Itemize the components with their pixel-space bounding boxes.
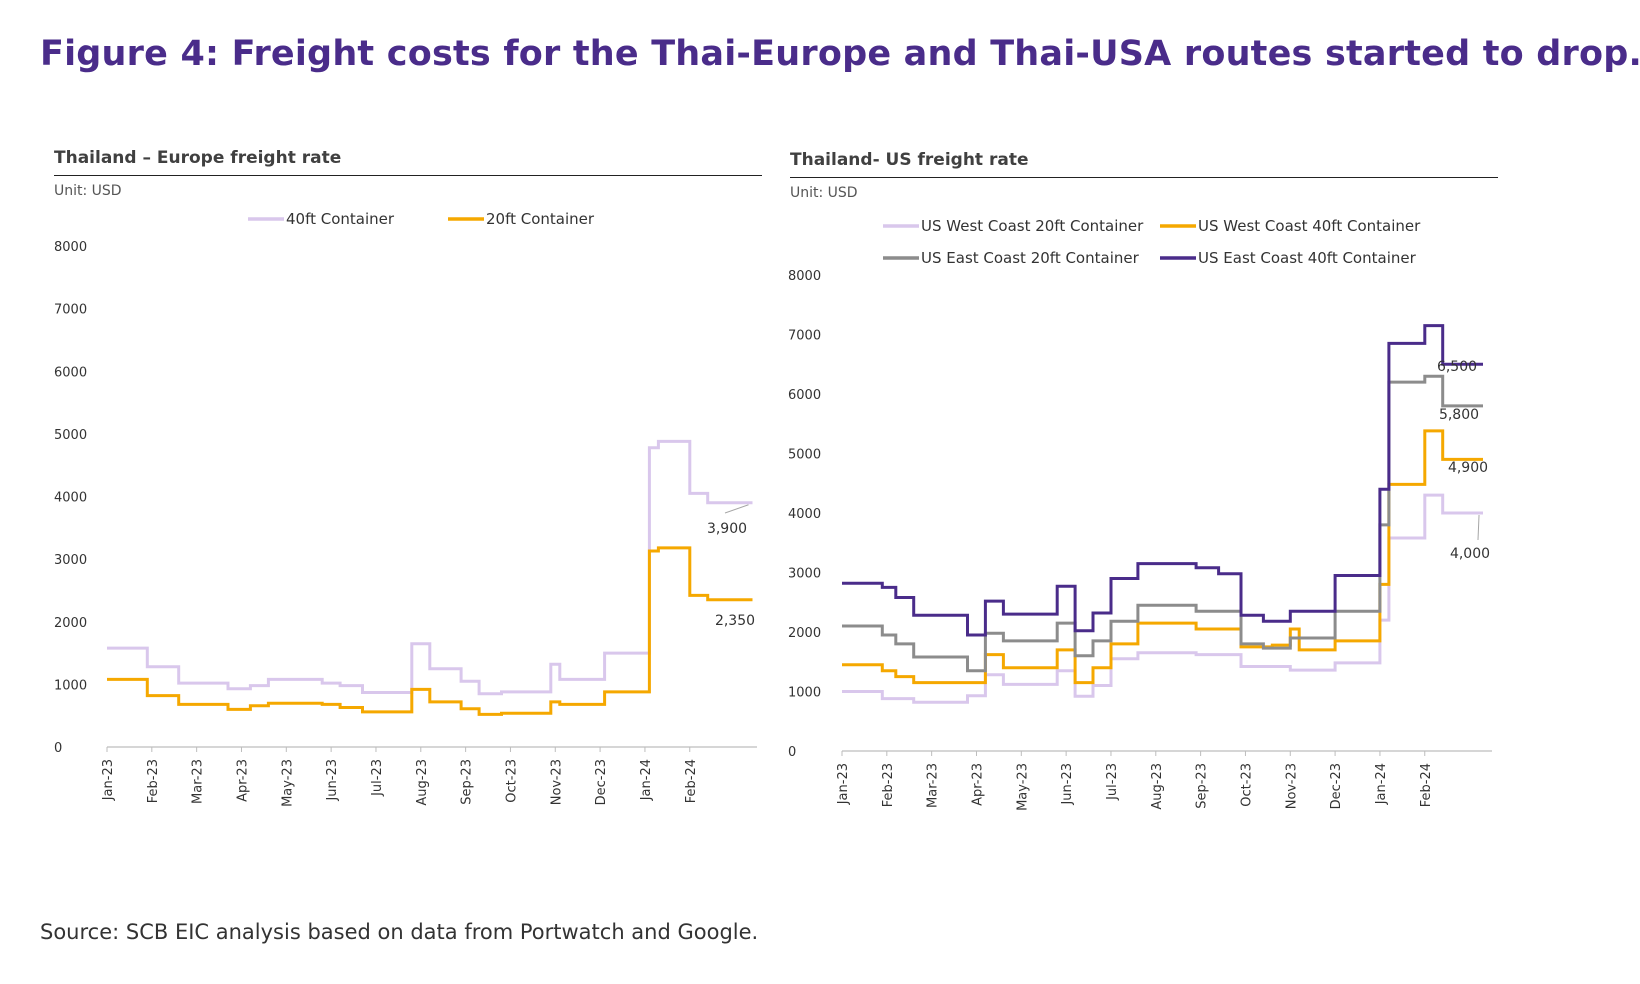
x-tick-label: Apr-23 bbox=[235, 759, 250, 802]
europe-chart-title: Thailand – Europe freight rate bbox=[54, 148, 342, 168]
x-tick-label: Aug-23 bbox=[1150, 763, 1165, 810]
series-line bbox=[842, 493, 1483, 704]
x-tick-label: Jun-23 bbox=[325, 759, 340, 802]
x-tick-label: Jan-24 bbox=[1374, 763, 1389, 805]
y-tick-label: 2000 bbox=[54, 616, 87, 631]
europe-title-rule bbox=[54, 175, 762, 176]
end-value-label: 6,500 bbox=[1437, 359, 1477, 375]
y-tick-label: 6000 bbox=[788, 388, 821, 403]
x-tick-label: Aug-23 bbox=[415, 759, 430, 806]
end-value-label: 5,800 bbox=[1439, 407, 1479, 423]
x-tick-label: Sep-23 bbox=[1195, 763, 1210, 809]
y-tick-label: 1000 bbox=[788, 686, 821, 701]
x-tick-label: Apr-23 bbox=[970, 763, 985, 806]
y-tick-label: 5000 bbox=[788, 448, 821, 463]
x-tick-label: May-23 bbox=[1015, 763, 1030, 811]
end-value-label: 2,350 bbox=[715, 613, 755, 629]
x-tick-label: Jan-24 bbox=[639, 759, 654, 801]
y-tick-label: 3000 bbox=[788, 567, 821, 582]
y-tick-label: 6000 bbox=[54, 365, 87, 380]
series-line bbox=[842, 324, 1483, 637]
y-tick-label: 2000 bbox=[788, 626, 821, 641]
x-tick-label: Feb-24 bbox=[684, 759, 699, 803]
series-line bbox=[107, 546, 753, 716]
y-tick-label: 7000 bbox=[788, 329, 821, 344]
x-tick-label: Jul-23 bbox=[1105, 763, 1120, 801]
europe-freight-chart: 0 1000 2000 3000 4000 5000 6000 7000 8000 Jan-23 F… bbox=[54, 210, 757, 807]
x-tick-label: Mar-23 bbox=[926, 763, 941, 808]
us-unit-label: Unit: USD bbox=[790, 185, 858, 201]
x-tick-label: Jan-23 bbox=[836, 763, 851, 805]
legend-label: 40ft Container bbox=[286, 210, 395, 228]
y-tick-label: 0 bbox=[788, 745, 796, 760]
x-tick-label: Nov-23 bbox=[1284, 763, 1299, 809]
y-tick-label: 4000 bbox=[54, 491, 87, 506]
legend-label: 20ft Container bbox=[486, 210, 595, 228]
end-value-label: 4,000 bbox=[1450, 546, 1490, 562]
us-chart-title: Thailand- US freight rate bbox=[790, 150, 1029, 170]
x-tick-label: Nov-23 bbox=[549, 759, 564, 805]
x-tick-label: Jul-23 bbox=[370, 759, 385, 797]
x-tick-label: Oct-23 bbox=[504, 759, 519, 803]
x-tick-label: Jun-23 bbox=[1060, 763, 1075, 806]
y-tick-label: 5000 bbox=[54, 428, 87, 443]
us-title-rule bbox=[790, 177, 1498, 178]
end-label-leader bbox=[1477, 514, 1480, 541]
x-tick-label: Feb-23 bbox=[146, 759, 161, 803]
legend-label: US West Coast 40ft Container bbox=[1198, 217, 1421, 235]
y-tick-label: 0 bbox=[54, 741, 62, 756]
x-tick-label: Sep-23 bbox=[460, 759, 475, 805]
y-tick-label: 3000 bbox=[54, 553, 87, 568]
x-tick-label: Oct-23 bbox=[1239, 763, 1254, 807]
x-tick-label: Dec-23 bbox=[594, 759, 609, 805]
figure-title: Figure 4: Freight costs for the Thai-Eur… bbox=[40, 34, 1640, 74]
x-tick-label: Dec-23 bbox=[1329, 763, 1344, 809]
legend-label: US East Coast 40ft Container bbox=[1198, 249, 1417, 267]
y-tick-label: 1000 bbox=[54, 678, 87, 693]
legend-label: US West Coast 20ft Container bbox=[921, 217, 1144, 235]
end-label-leader bbox=[724, 504, 749, 514]
y-tick-label: 8000 bbox=[54, 240, 87, 255]
series-line bbox=[842, 429, 1483, 685]
x-tick-label: Jan-23 bbox=[101, 759, 116, 801]
europe-unit-label: Unit: USD bbox=[54, 183, 122, 199]
y-tick-label: 8000 bbox=[788, 269, 821, 284]
series-line bbox=[842, 374, 1483, 673]
end-value-label: 4,900 bbox=[1448, 460, 1488, 476]
us-freight-chart: 0 1000 2000 3000 4000 5000 6000 7000 8000 Jan-23 F… bbox=[788, 217, 1492, 811]
x-tick-label: May-23 bbox=[280, 759, 295, 807]
series-line bbox=[107, 439, 753, 696]
x-tick-label: Mar-23 bbox=[191, 759, 206, 804]
end-value-label: 3,900 bbox=[707, 521, 747, 537]
x-tick-label: Feb-23 bbox=[881, 763, 896, 807]
source-note: Source: SCB EIC analysis based on data f… bbox=[40, 920, 759, 944]
legend-label: US East Coast 20ft Container bbox=[921, 249, 1140, 267]
x-tick-label: Feb-24 bbox=[1419, 763, 1434, 807]
y-tick-label: 4000 bbox=[788, 507, 821, 522]
y-tick-label: 7000 bbox=[54, 303, 87, 318]
